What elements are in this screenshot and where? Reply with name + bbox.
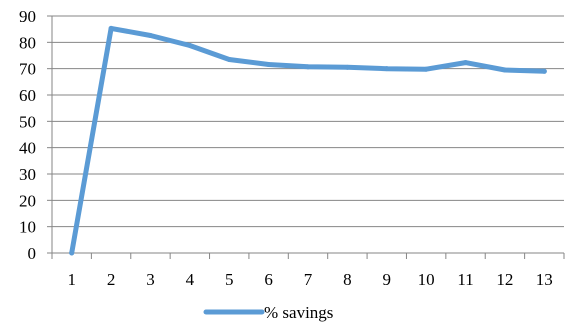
x-tick-label: 7 [304, 270, 313, 289]
data-point [384, 66, 390, 72]
y-tick-label: 90 [19, 7, 36, 26]
y-tick-label: 0 [28, 244, 37, 263]
y-tick-label: 40 [19, 139, 36, 158]
x-tick-labels: 1 2 3 4 5 6 7 8 9 10 11 12 13 [67, 270, 552, 289]
data-point [502, 67, 508, 73]
y-tick-label: 60 [19, 86, 36, 105]
data-point [463, 60, 469, 66]
y-tick-label: 20 [19, 191, 36, 210]
data-point [108, 25, 114, 31]
series-line [69, 25, 547, 256]
data-point [541, 68, 547, 74]
y-tick-label: 50 [19, 112, 36, 131]
x-tick-label: 13 [536, 270, 553, 289]
x-tick-label: 8 [343, 270, 352, 289]
x-tick-label: 3 [146, 270, 155, 289]
y-tick-label: 80 [19, 33, 36, 52]
y-tick-label: 70 [19, 60, 36, 79]
data-point [147, 32, 153, 38]
x-tick-label: 6 [264, 270, 273, 289]
legend: % savings [203, 303, 333, 322]
data-point [266, 61, 272, 67]
data-point [69, 250, 75, 256]
x-tick-label: 10 [418, 270, 435, 289]
data-point [226, 56, 232, 62]
x-tick-label: 1 [67, 270, 76, 289]
x-tick-label: 4 [186, 270, 195, 289]
x-tick-label: 12 [496, 270, 513, 289]
data-point [423, 66, 429, 72]
gridlines [52, 15, 564, 228]
x-tick-label: 11 [457, 270, 473, 289]
x-tick-label: 2 [107, 270, 116, 289]
data-point [187, 42, 193, 48]
y-tick-label: 30 [19, 165, 36, 184]
legend-label: % savings [264, 303, 333, 322]
y-tick-label: 10 [19, 218, 36, 237]
x-tick-label: 5 [225, 270, 234, 289]
x-tick-label: 9 [383, 270, 392, 289]
data-point [305, 64, 311, 70]
y-tick-labels: 0 10 20 30 40 50 60 70 80 90 [19, 7, 36, 263]
axes [47, 15, 565, 259]
series-layer [69, 25, 547, 256]
data-point [344, 64, 350, 70]
